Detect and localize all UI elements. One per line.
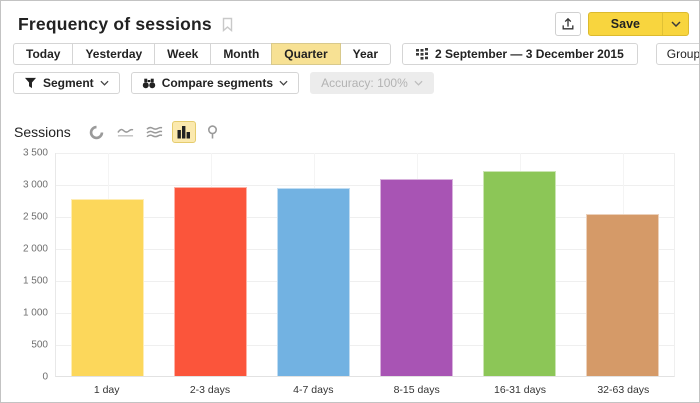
save-split-button: Save <box>587 12 689 36</box>
bar-cell <box>468 153 571 376</box>
group-by-label: Group: by day <box>666 47 700 61</box>
y-tick: 1 500 <box>22 275 48 287</box>
x-tick: 32-63 days <box>597 384 650 396</box>
period-quarter-button[interactable]: Quarter <box>271 43 341 65</box>
bar-2-3-days[interactable] <box>174 187 247 376</box>
y-tick: 3 500 <box>22 147 48 159</box>
y-tick: 1 000 <box>22 307 48 319</box>
map-pin-icon[interactable] <box>201 121 225 143</box>
accuracy-label: Accuracy: 100% <box>321 76 408 90</box>
period-segmented-control: Today Yesterday Week Month Quarter Year <box>13 43 392 65</box>
date-range-button[interactable]: 2 September — 3 December 2015 <box>402 43 638 65</box>
x-tick: 16-31 days <box>494 384 546 396</box>
grid-line <box>56 345 674 346</box>
grid-line <box>56 217 674 218</box>
period-week-button[interactable]: Week <box>154 43 212 65</box>
calendar-grid-icon <box>416 48 429 60</box>
compare-segments-dropdown[interactable]: Compare segments <box>130 72 300 94</box>
chevron-down-icon <box>670 21 681 27</box>
date-range-label: 2 September — 3 December 2015 <box>435 47 624 61</box>
save-button[interactable]: Save <box>610 17 640 31</box>
bar-16-31-days[interactable] <box>483 170 556 376</box>
segment-toolbar: Segment Compare segments Accuracy: 100% <box>13 72 699 94</box>
segment-dropdown[interactable]: Segment <box>13 72 120 94</box>
chart-type-switcher <box>85 121 225 143</box>
x-tick: 2-3 days <box>189 384 231 396</box>
grid-line <box>56 281 674 282</box>
export-button[interactable] <box>554 12 581 36</box>
x-tick: 4-7 days <box>293 384 334 396</box>
period-today-button[interactable]: Today <box>13 43 74 65</box>
bar-cell <box>571 153 674 376</box>
bar-1-day[interactable] <box>71 198 144 376</box>
bar-cell <box>365 153 468 376</box>
pie-chart-icon[interactable] <box>85 121 109 143</box>
bar-8-15-days[interactable] <box>380 178 453 376</box>
bookmark-icon[interactable] <box>221 17 234 32</box>
x-tick: 1 day <box>93 384 120 396</box>
segment-label: Segment <box>43 76 94 90</box>
bar-cell <box>262 153 365 376</box>
plot-area <box>55 153 675 377</box>
binoculars-icon <box>142 78 156 89</box>
bar-cell <box>56 153 159 376</box>
chevron-down-icon <box>414 80 423 86</box>
compare-segments-label: Compare segments <box>161 76 274 90</box>
x-axis-labels: 1 day 2-3 days 4-7 days 8-15 days 16-31 … <box>55 384 675 396</box>
grid-line <box>56 249 674 250</box>
save-dropdown-button[interactable] <box>662 13 688 35</box>
chevron-down-icon <box>100 80 109 86</box>
plot-area-wrap: 1 day 2-3 days 4-7 days 8-15 days 16-31 … <box>55 153 675 396</box>
y-axis: 3 500 3 000 2 500 2 000 1 500 1 000 500 … <box>13 148 55 383</box>
bar-chart: 3 500 3 000 2 500 2 000 1 500 1 000 500 … <box>13 148 675 396</box>
group-by-dropdown[interactable]: Group: by day <box>655 43 700 65</box>
export-icon <box>561 17 575 31</box>
period-year-button[interactable]: Year <box>339 43 392 65</box>
grid-line <box>56 153 674 154</box>
chevron-down-icon <box>279 80 288 86</box>
x-tick: 8-15 days <box>393 384 440 396</box>
chart-header: Sessions <box>14 120 699 144</box>
bar-4-7-days[interactable] <box>277 188 350 376</box>
y-tick: 0 <box>42 371 48 383</box>
header: Frequency of sessions Save <box>1 1 699 36</box>
y-tick: 3 000 <box>22 179 48 191</box>
grid-line <box>56 313 674 314</box>
period-yesterday-button[interactable]: Yesterday <box>72 43 156 65</box>
metric-label: Sessions <box>14 124 71 140</box>
header-actions: Save <box>554 12 689 36</box>
accuracy-dropdown: Accuracy: 100% <box>310 72 434 94</box>
y-tick: 2 000 <box>22 243 48 255</box>
bar-32-63-days[interactable] <box>586 214 659 376</box>
period-month-button[interactable]: Month <box>210 43 273 65</box>
filter-funnel-icon <box>24 77 37 89</box>
y-tick: 2 500 <box>22 211 48 223</box>
page-title: Frequency of sessions <box>18 13 212 34</box>
bar-cell <box>159 153 262 376</box>
bar-chart-icon[interactable] <box>171 121 196 143</box>
period-toolbar: Today Yesterday Week Month Quarter Year … <box>13 43 699 65</box>
y-tick: 500 <box>31 339 48 351</box>
line-chart-icon[interactable] <box>114 121 138 143</box>
grid-line <box>56 185 674 186</box>
stacked-area-icon[interactable] <box>143 121 167 143</box>
